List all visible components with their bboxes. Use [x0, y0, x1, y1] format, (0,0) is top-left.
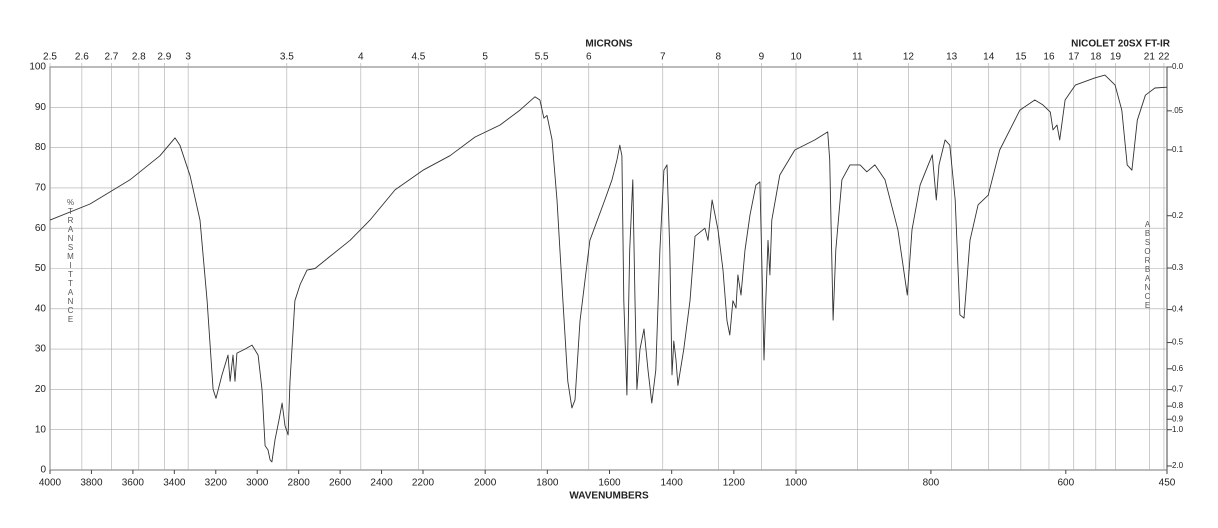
x-tick-label: 3800: [80, 478, 103, 489]
x-axis-label: WAVENUMBERS: [569, 491, 649, 502]
y2-tick-label: 0.1: [1172, 145, 1184, 154]
x2-tick-label: 10: [790, 52, 802, 63]
x2-tick-label: 14: [983, 52, 995, 63]
x-tick-label: 1800: [536, 478, 559, 489]
x2-tick-label: 2.8: [132, 52, 146, 63]
x2-tick-label: 7: [660, 52, 666, 63]
x-tick-label: 2600: [329, 478, 352, 489]
x2-tick-label: 16: [1043, 52, 1055, 63]
x2-tick-label: 3.5: [280, 52, 294, 63]
y-tick-label: 0: [40, 465, 46, 476]
x-tick-label: 800: [923, 478, 940, 489]
y2-tick-label: 1.0: [1172, 425, 1184, 434]
x-tick-label: 1200: [723, 478, 746, 489]
x-tick-label: 1000: [785, 478, 808, 489]
x2-tick-label: 2.7: [104, 52, 118, 63]
y-tick-label: 100: [29, 62, 46, 73]
y2-tick-label: 0.0: [1172, 62, 1184, 71]
x-tick-label: 3600: [122, 478, 145, 489]
x2-tick-label: 21: [1144, 52, 1156, 63]
chart-title: NICOLET 20SX FT-IR: [1071, 39, 1171, 50]
y-tick-label: 90: [35, 102, 47, 113]
x2-tick-label: 8: [716, 52, 722, 63]
y2-tick-label: 0.3: [1172, 263, 1184, 272]
y-tick-label: 10: [35, 424, 47, 435]
y-tick-label: 40: [35, 303, 47, 314]
y2-tick-label: 2.0: [1172, 461, 1184, 470]
y2-tick-label: 0.4: [1172, 305, 1184, 314]
y2-axis-label: ABSORBANCE: [1143, 220, 1152, 310]
x2-tick-label: 19: [1110, 52, 1122, 63]
x2-tick-label: 11: [852, 52, 863, 63]
x2-tick-label: 2.9: [157, 52, 171, 63]
x-tick-label: 2400: [370, 478, 393, 489]
x2-tick-label: 17: [1068, 52, 1080, 63]
y-axis-label: %TRANSMITTANCE: [66, 198, 75, 324]
x2-tick-label: 18: [1090, 52, 1102, 63]
x2-tick-label: 4: [358, 52, 364, 63]
x-tick-label: 450: [1159, 478, 1176, 489]
x-tick-label: 2800: [288, 478, 311, 489]
x-tick-label: 3200: [205, 478, 228, 489]
x-tick-label: 3400: [163, 478, 186, 489]
y2-tick-label: 0.7: [1172, 385, 1184, 394]
x-tick-label: 600: [1057, 478, 1074, 489]
x-tick-label: 2200: [412, 478, 435, 489]
y-tick-label: 50: [35, 263, 47, 274]
y2-tick-label: 0.5: [1172, 338, 1184, 347]
x2-tick-label: 5.5: [535, 52, 549, 63]
x-tick-label: 3000: [246, 478, 269, 489]
y2-tick-label: 0.9: [1172, 414, 1184, 423]
y-tick-label: 80: [35, 142, 47, 153]
x2-tick-label: 2.6: [75, 52, 89, 63]
y-tick-label: 60: [35, 223, 47, 234]
y-tick-label: 20: [35, 384, 47, 395]
x-tick-label: 2000: [474, 478, 497, 489]
y2-tick-label: 0.6: [1172, 364, 1184, 373]
x2-tick-label: 2.5: [43, 52, 57, 63]
x2-tick-label: 4.5: [411, 52, 425, 63]
x2-tick-label: 22: [1158, 52, 1170, 63]
x-tick-label: 1400: [661, 478, 684, 489]
y2-tick-label: .05: [1172, 106, 1184, 115]
x2-tick-label: 5: [482, 52, 488, 63]
x2-tick-label: 3: [185, 52, 191, 63]
x2-tick-label: 13: [946, 52, 958, 63]
x-tick-label: 1600: [598, 478, 621, 489]
x2-tick-label: 15: [1015, 52, 1027, 63]
spectrum-line: [49, 74, 1168, 463]
y2-tick-label: 0.2: [1172, 211, 1184, 220]
x2-tick-label: 12: [903, 52, 915, 63]
y-tick-label: 70: [35, 183, 47, 194]
y-tick-label: 30: [35, 344, 47, 355]
x2-tick-label: 9: [759, 52, 765, 63]
x2-tick-label: 6: [586, 52, 592, 63]
y2-tick-label: 0.8: [1172, 401, 1184, 410]
x2-axis-label: MICRONS: [585, 39, 633, 50]
x-tick-label: 4000: [39, 478, 62, 489]
